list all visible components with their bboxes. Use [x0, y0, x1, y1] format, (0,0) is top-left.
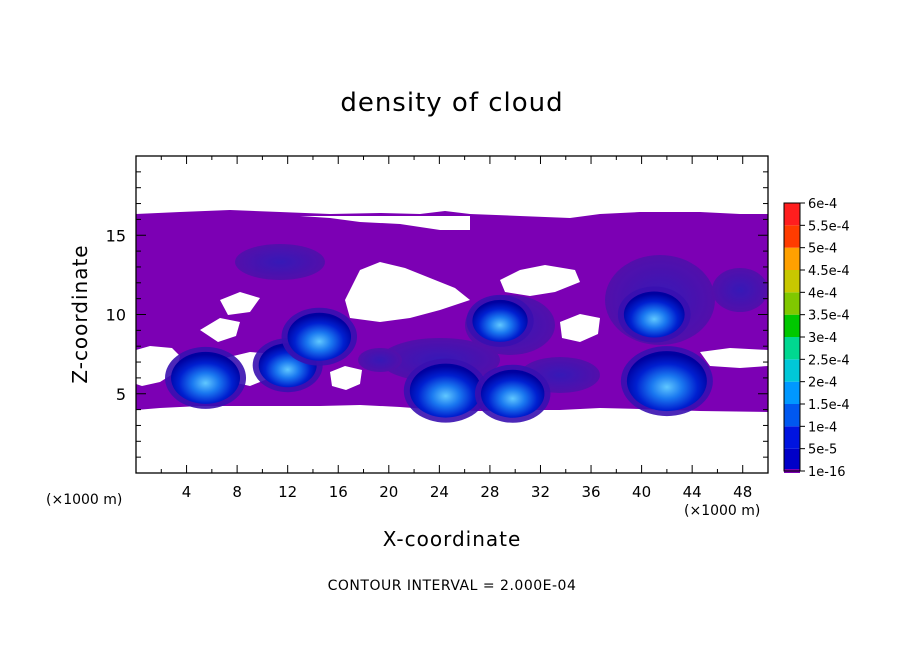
colorbar-segment — [784, 359, 800, 382]
x-axis: 4 8 12 16 20 24 28 32 36 40 44 48 — [160, 156, 752, 501]
colorbar-label: 4e-4 — [808, 286, 837, 301]
x-tick-label: 8 — [232, 483, 242, 501]
cloud-core — [623, 291, 685, 338]
x-unit-label-left: (×1000 m) — [46, 492, 123, 508]
colorbar-segment — [784, 381, 800, 404]
cloud-core — [287, 312, 352, 361]
x-tick-label: 16 — [329, 483, 348, 501]
y-axis-label: Z-coordinate — [68, 244, 92, 384]
colorbar-segment — [784, 314, 800, 337]
y-tick-label: 15 — [106, 226, 126, 245]
colorbar-label: 2.5e-4 — [808, 353, 850, 368]
y-axis: 5 10 15 — [106, 171, 768, 458]
cloud-cores — [165, 286, 713, 423]
colorbar-label: 1e-16 — [808, 465, 846, 480]
cloud-core — [626, 351, 707, 412]
x-tick-label: 4 — [182, 483, 192, 501]
x-tick-label: 12 — [278, 483, 297, 501]
x-tick-label: 20 — [379, 483, 398, 501]
colorbar-segment — [784, 426, 800, 449]
x-tick-label: 32 — [531, 483, 550, 501]
x-tick-label: 44 — [683, 483, 702, 501]
colorbar-segment — [784, 337, 800, 360]
colorbar-label: 5e-5 — [808, 443, 837, 458]
colorbar-segment — [784, 225, 800, 248]
colorbar-segment — [784, 448, 800, 471]
y-tick-label: 10 — [106, 306, 126, 325]
x-tick-label: 24 — [430, 483, 449, 501]
colorbar-label: 5.5e-4 — [808, 219, 850, 234]
colorbar-segment — [784, 404, 800, 427]
cloud-core — [409, 363, 482, 418]
colorbar-label: 6e-4 — [808, 197, 837, 212]
colorbar-label: 3.5e-4 — [808, 309, 850, 324]
cloud-core — [171, 351, 241, 404]
y-tick-label: 5 — [116, 385, 126, 404]
contour-interval-note: CONTOUR INTERVAL = 2.000E-04 — [327, 578, 577, 594]
x-tick-label: 40 — [632, 483, 651, 501]
colorbar-segment — [784, 292, 800, 315]
x-unit-label-right: (×1000 m) — [684, 503, 761, 519]
colorbar-segment — [784, 203, 800, 226]
x-tick-label: 48 — [733, 483, 752, 501]
colorbar-label: 2e-4 — [808, 376, 837, 391]
chart-title: density of cloud — [340, 88, 564, 118]
x-tick-label: 28 — [480, 483, 499, 501]
colorbar-legend: 1e-16 5e-5 1e-4 1.5e-4 2e-4 2.5e-4 3e-4 3.5e-4 4… — [783, 197, 850, 480]
x-tick-label: 36 — [581, 483, 600, 501]
cloud-core — [480, 369, 545, 418]
colorbar-segment — [784, 247, 800, 270]
colorbar-label: 1.5e-4 — [808, 398, 850, 413]
colorbar-label: 1e-4 — [808, 420, 837, 435]
colorbar-segment — [784, 270, 800, 293]
x-axis-label: X-coordinate — [382, 527, 522, 551]
cloud-core — [472, 299, 528, 342]
colorbar-label: 5e-4 — [808, 242, 837, 257]
colorbar-label: 3e-4 — [808, 331, 837, 346]
colorbar-label: 4.5e-4 — [808, 264, 850, 279]
